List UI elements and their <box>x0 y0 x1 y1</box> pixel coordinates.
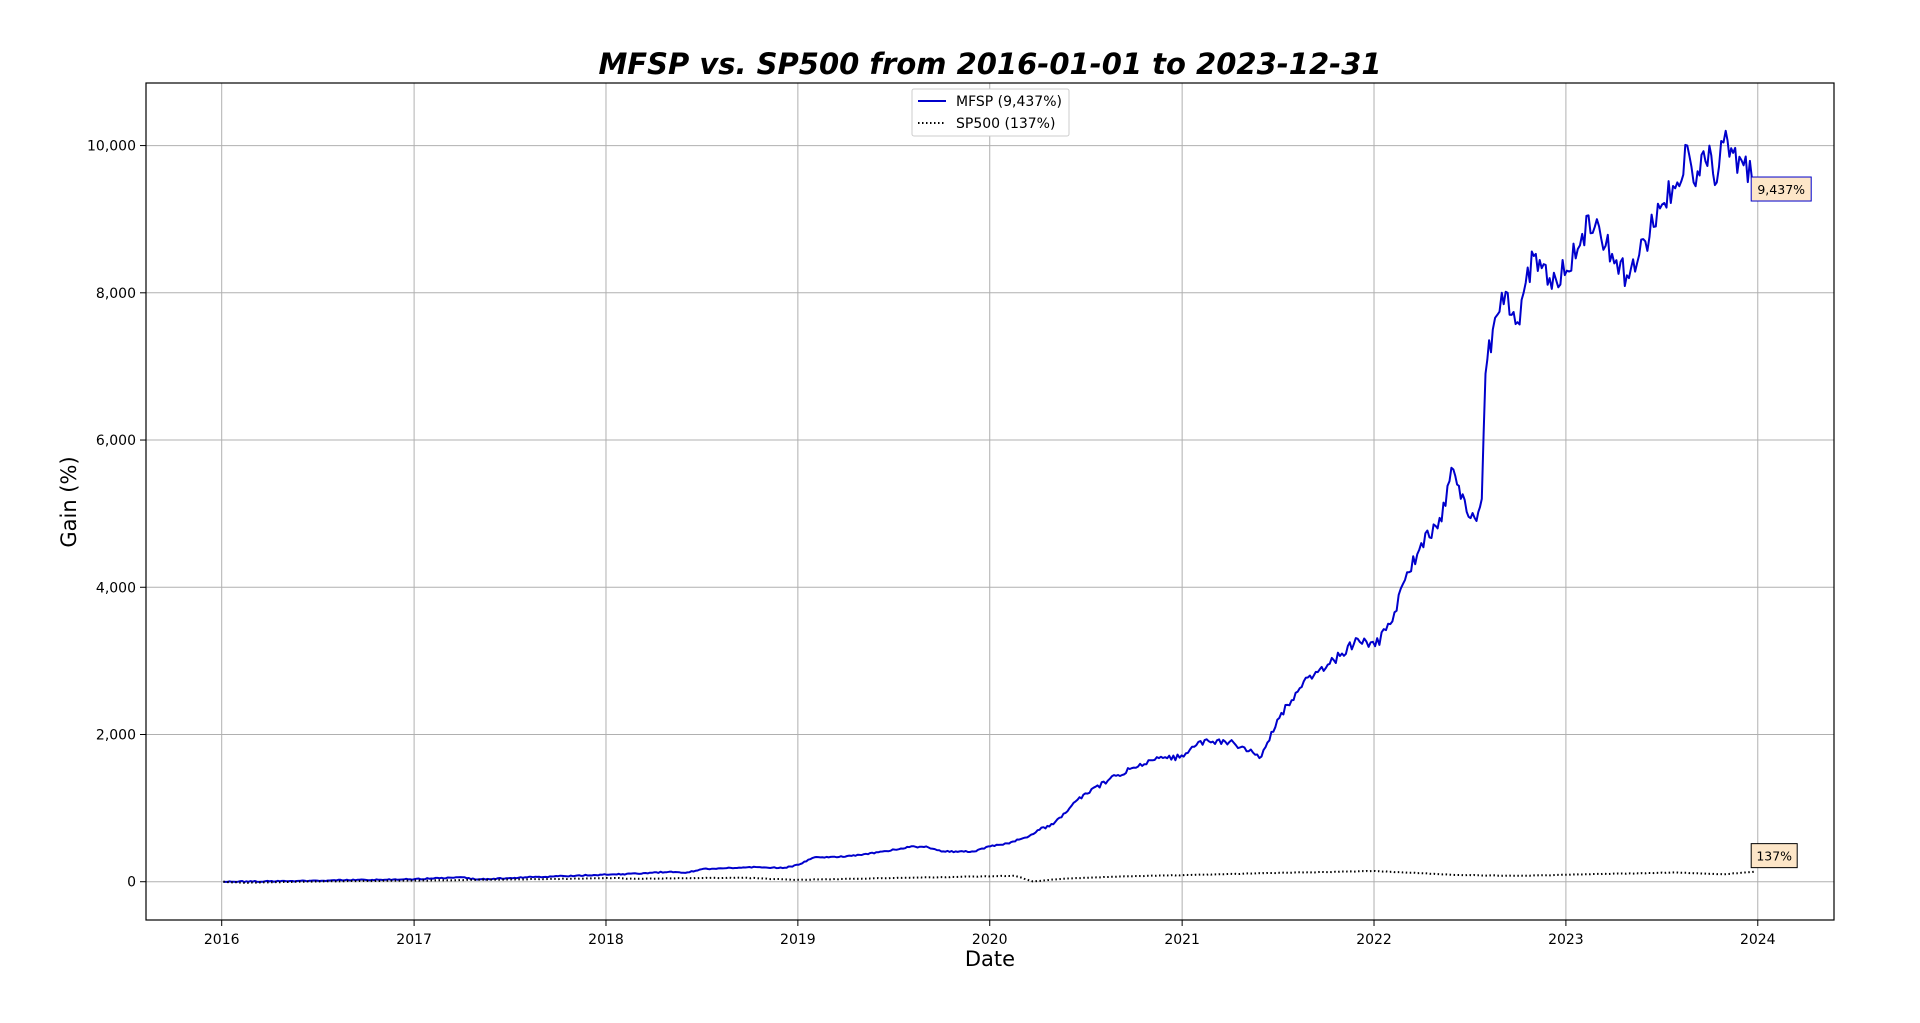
end-label-box-sp500 <box>1750 843 1798 869</box>
grid <box>146 83 1834 920</box>
x-tick-label-7: 2023 <box>1548 932 1584 948</box>
y-tick-label-1: 2,000 <box>96 727 136 743</box>
x-tick-label-4: 2020 <box>972 932 1008 948</box>
y-tick-label-3: 6,000 <box>96 433 136 449</box>
x-tick-label-5: 2021 <box>1164 932 1200 948</box>
chart-title: MFSP vs. SP500 from 2016-01-01 to 2023-1… <box>598 47 1381 81</box>
legend-label-sp500: SP500 (137%) <box>956 116 1055 132</box>
series-line-sp500 <box>223 870 1757 884</box>
end-labels: 9,437% 137% <box>1750 176 1812 869</box>
end-label-sp500: 137% <box>1756 849 1792 864</box>
y-tick-label-0: 0 <box>127 875 136 891</box>
y-tick-label-5: 10,000 <box>87 139 136 155</box>
x-tick-label-0: 2016 <box>204 932 240 948</box>
series-layer <box>223 129 1757 884</box>
legend-label-mfsp: MFSP (9,437%) <box>956 94 1062 110</box>
x-axis-label: Date <box>965 947 1015 971</box>
x-tick-label-3: 2019 <box>780 932 816 948</box>
end-label-box-mfsp <box>1750 176 1812 202</box>
y-tick-label-4: 8,000 <box>96 286 136 302</box>
ticks: 2016 2017 2018 2019 2020 2021 2022 2023 2024 0 2,0… <box>87 139 1776 948</box>
x-tick-label-1: 2017 <box>396 932 432 948</box>
end-label-mfsp: 9,437% <box>1757 182 1805 197</box>
x-tick-label-6: 2022 <box>1356 932 1392 948</box>
x-tick-label-2: 2018 <box>588 932 624 948</box>
x-tick-label-8: 2024 <box>1740 932 1776 948</box>
legend: MFSP (9,437%) SP500 (137%) <box>911 88 1070 137</box>
y-tick-label-2: 4,000 <box>96 580 136 596</box>
series-line-mfsp <box>223 129 1757 884</box>
y-axis-label: Gain (%) <box>57 456 81 547</box>
legend-box <box>911 88 1070 137</box>
